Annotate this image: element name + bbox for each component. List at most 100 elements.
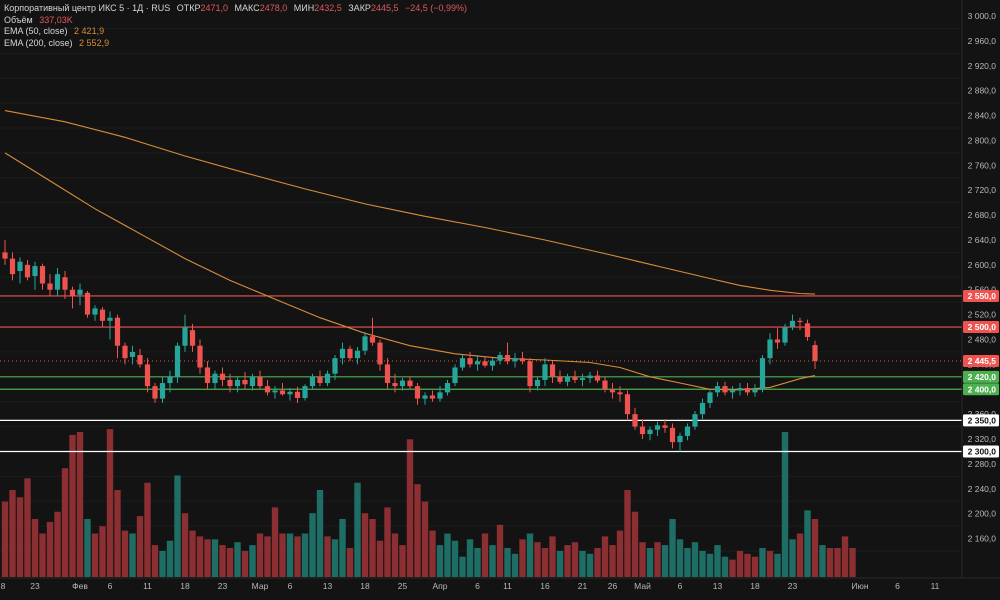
high-label: МАКС (234, 3, 260, 13)
volume-bar (684, 548, 691, 577)
volume-bar (841, 536, 849, 577)
x-axis-panel (0, 578, 1000, 595)
volume-bar (774, 553, 781, 577)
volume-bar (414, 484, 421, 577)
candle-body (504, 355, 511, 362)
close-label: ЗАКР (348, 3, 371, 13)
volume-bar (751, 556, 759, 577)
level-badge: 2 550,0 (968, 291, 997, 301)
legend-volume-row: Объём 337,03K (4, 15, 467, 27)
volume-bar (361, 513, 369, 577)
candle-body (122, 345, 128, 359)
volume-bar (444, 533, 451, 577)
volume-bar (61, 468, 69, 577)
volume-bar (564, 545, 571, 577)
last-price-badge-bg (963, 354, 999, 367)
x-tick-label: 18 (360, 581, 370, 591)
y-tick-label: 2 520,0 (968, 310, 997, 320)
last-price-badge: 2 445,5 (968, 356, 997, 366)
candle-body (377, 342, 383, 365)
candle-body (99, 309, 106, 321)
candle-body (362, 336, 368, 351)
candle-body (414, 386, 421, 399)
x-tick-label: Фев (72, 581, 88, 591)
candle-body (114, 317, 121, 346)
volume-bar (391, 533, 399, 577)
candle-body (677, 435, 683, 443)
candle-body (594, 375, 601, 381)
y-tick-label: 2 920,0 (968, 61, 997, 71)
candle-body (482, 361, 488, 366)
candle-body (564, 376, 571, 382)
low-value: 2432,5 (314, 3, 342, 13)
y-tick-label: 2 720,0 (968, 185, 997, 195)
candle-body (609, 389, 616, 393)
volume-bar (69, 434, 76, 577)
volume-bar (429, 530, 436, 577)
volume-bar (781, 432, 789, 577)
volume-bar (436, 545, 444, 577)
level-badge-bg (963, 321, 999, 334)
volume-bar (76, 432, 84, 577)
candle-body (444, 383, 451, 393)
candle-body (519, 358, 526, 362)
x-tick-label: 6 (288, 581, 293, 591)
candle-body (62, 277, 68, 290)
x-tick-label: 11 (143, 581, 152, 591)
volume-bar (631, 511, 639, 577)
candle-body (234, 379, 241, 387)
candle-body (287, 391, 293, 395)
candle-body (129, 351, 136, 357)
volume-bar (586, 553, 594, 577)
x-tick-label: 25 (398, 581, 408, 591)
volume-bar (624, 490, 631, 577)
level-badge: 2 400,0 (968, 384, 997, 394)
level-badge-bg (963, 383, 999, 396)
candle-body (317, 376, 323, 384)
volume-bar (196, 536, 204, 577)
level-badge-bg (963, 445, 999, 458)
volume-bar (849, 548, 856, 577)
candle-body (557, 376, 563, 382)
x-tick-label: 23 (30, 581, 40, 591)
volume-bar (601, 536, 609, 577)
volume-bar (324, 536, 331, 577)
candle-body (354, 350, 361, 359)
x-tick-label: Май (634, 581, 651, 591)
candle-body (339, 348, 346, 359)
y-tick-label: 2 680,0 (968, 210, 997, 220)
x-tick-label: 16 (540, 581, 550, 591)
volume-bar (106, 429, 114, 577)
candle-body (152, 386, 158, 399)
volume-bar (226, 548, 234, 577)
candle-body (54, 274, 61, 290)
volume-bar (721, 556, 729, 577)
candle-body (549, 364, 556, 377)
y-tick-label: 2 360,0 (968, 409, 997, 419)
x-axis: 8 23 Фев 6 11 18 23 Мар 6 13 18 25 Апр 6 11 16 21 26 Май 6 1… (1, 581, 940, 591)
volume-bar (804, 510, 811, 577)
volume-bar (144, 482, 151, 577)
x-tick-label: 21 (578, 581, 588, 591)
candle-body (774, 339, 781, 343)
volume-bar (331, 539, 339, 577)
volume-bar (609, 545, 616, 577)
volume-bar (541, 548, 549, 577)
x-tick-label: 13 (323, 581, 333, 591)
volume-bar (669, 519, 676, 577)
candle-body (654, 425, 661, 430)
volume-bar (16, 497, 24, 577)
candle-body (24, 264, 31, 278)
candle-body (249, 376, 256, 387)
candle-body (197, 345, 203, 368)
high-value: 2478,0 (259, 3, 288, 13)
candle-body (437, 392, 443, 399)
volume-bar (699, 550, 706, 577)
volume-bars (1, 429, 856, 577)
candle-body (744, 388, 751, 393)
volume-bar (796, 533, 804, 577)
volume-bar (159, 550, 166, 577)
volume-bar (121, 530, 129, 577)
volume-bar (459, 556, 466, 577)
